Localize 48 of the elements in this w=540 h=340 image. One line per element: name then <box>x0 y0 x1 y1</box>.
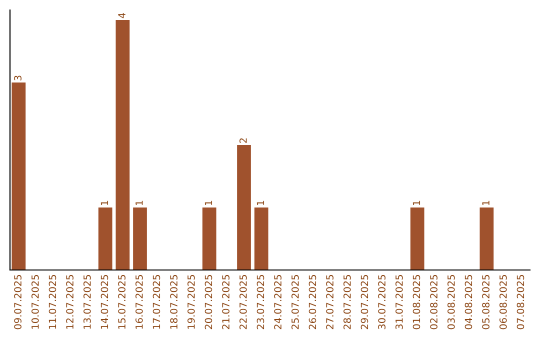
bar <box>116 20 130 270</box>
data-label: 2 <box>239 138 247 143</box>
x-tick-label: 28.07.2025 <box>343 275 351 330</box>
bar <box>12 82 26 270</box>
bar <box>98 208 112 270</box>
bar <box>202 208 216 270</box>
x-tick-label: 13.07.2025 <box>83 275 91 329</box>
x-tick-label: 10.07.2025 <box>31 275 39 329</box>
x-tick-label: 27.07.2025 <box>326 275 334 330</box>
x-tick-label: 29.07.2025 <box>360 275 368 330</box>
x-tick-label: 03.08.2025 <box>447 275 455 330</box>
data-label: 3 <box>14 76 22 80</box>
data-label: 1 <box>412 200 420 206</box>
data-label: 1 <box>482 200 490 206</box>
x-tick-label: 06.08.2025 <box>499 275 507 330</box>
x-tick-label: 07.08.2025 <box>516 275 524 330</box>
x-tick-label: 16.07.2025 <box>135 275 143 329</box>
x-tick-label: 25.07.2025 <box>291 275 299 330</box>
data-label: 1 <box>204 200 212 206</box>
x-tick-label: 05.08.2025 <box>482 275 490 330</box>
data-label: 4 <box>118 12 126 18</box>
bar <box>254 208 268 270</box>
data-label: 1 <box>100 200 108 206</box>
x-tick-label: 17.07.2025 <box>152 275 160 329</box>
data-label: 1 <box>136 200 143 206</box>
bar <box>480 208 494 270</box>
x-tick-label: 02.08.2025 <box>430 275 438 330</box>
x-tick-label: 18.07.2025 <box>170 275 178 329</box>
x-tick-label: 11.07.2025 <box>48 275 56 329</box>
x-tick-label: 21.07.2025 <box>222 275 230 330</box>
x-tick-label: 22.07.2025 <box>239 275 247 330</box>
x-tick-label: 04.08.2025 <box>464 275 472 330</box>
bar <box>410 208 424 270</box>
x-tick-label: 20.07.2025 <box>204 275 212 330</box>
x-tick-label: 26.07.2025 <box>308 275 316 330</box>
x-tick-label: 01.08.2025 <box>412 275 420 330</box>
x-tick-label: 09.07.2025 <box>14 275 22 330</box>
x-tick-label: 12.07.2025 <box>66 275 74 329</box>
bar <box>237 145 251 270</box>
x-tick-label: 15.07.2025 <box>118 275 126 329</box>
bar <box>133 208 147 270</box>
x-tick-label: 14.07.2025 <box>100 275 108 329</box>
x-tick-label: 31.07.2025 <box>395 275 403 330</box>
x-tick-label: 23.07.2025 <box>256 275 264 330</box>
x-tick-label: 19.07.2025 <box>187 275 195 329</box>
data-label: 1 <box>256 200 264 206</box>
x-tick-label: 30.07.2025 <box>378 275 386 330</box>
x-tick-label: 24.07.2025 <box>274 275 282 330</box>
